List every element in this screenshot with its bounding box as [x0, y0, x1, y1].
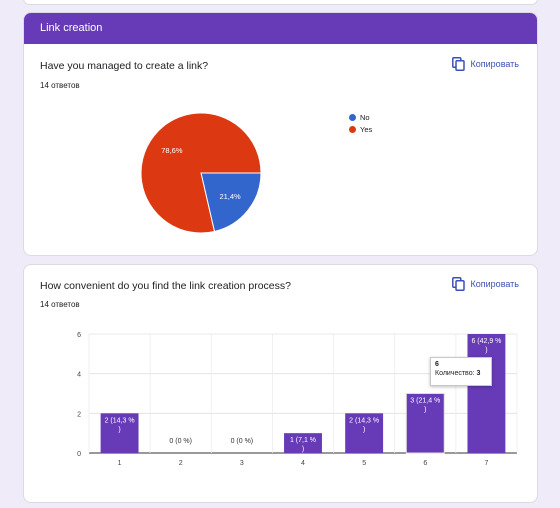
bar-5[interactable] [345, 413, 384, 453]
response-count: 14 ответов [40, 81, 80, 90]
copy-icon [451, 57, 465, 71]
x-tick-label: 2 [179, 460, 183, 467]
bar-label-3: 0 (0 %) [231, 438, 254, 445]
legend-item-no[interactable]: No [349, 111, 372, 124]
legend-swatch-no [349, 113, 356, 121]
response-count: 14 ответов [40, 300, 80, 309]
legend-swatch-yes [349, 126, 356, 134]
x-tick-label: 7 [484, 460, 488, 467]
bar-chart: 0 2 4 6 2 (14,3 %) 1 0 (0 %) 2 0 (0 %) 3 1 (7,1 %)… [77, 332, 518, 467]
section-header: Link creation [24, 13, 537, 44]
pie-chart: 21,4% 78,6% [140, 112, 262, 234]
pie-label-yes: 78,6% [161, 146, 183, 155]
x-tick-label: 1 [118, 460, 122, 467]
y-tick-label: 2 [77, 411, 81, 418]
pie-slice-no[interactable] [200, 172, 262, 233]
legend-label-yes: Yes [360, 125, 373, 135]
pie-slice-yes[interactable] [140, 112, 262, 234]
x-tick-label: 5 [362, 460, 366, 467]
bar-tooltip: 6 Количество: 3 [430, 357, 492, 386]
copy-label: Копировать [470, 279, 519, 289]
bar-7[interactable] [467, 334, 506, 453]
legend-item-yes[interactable]: Yes [349, 124, 372, 137]
copy-label: Копировать [470, 59, 519, 69]
copy-chart-button[interactable]: Копировать [451, 277, 519, 291]
tooltip-label: Количество: [435, 370, 475, 377]
previous-card-edge [23, 0, 538, 5]
y-tick-label: 0 [77, 451, 81, 458]
bar-label-1: 2 (14,3 %) [105, 417, 135, 433]
bar-label-5: 2 (14,3 %) [349, 417, 379, 433]
bar-label-6: 3 (21,4 %) [410, 398, 440, 414]
bar-6[interactable] [405, 393, 445, 454]
bar-label-4: 1 (7,1 %) [290, 437, 316, 453]
y-tick-label: 4 [77, 372, 81, 379]
copy-chart-button[interactable]: Копировать [451, 57, 519, 71]
pie-legend: No Yes [349, 111, 372, 136]
tooltip-value: 3 [476, 370, 481, 377]
x-tick-label: 6 [423, 460, 427, 467]
bar-1[interactable] [100, 413, 139, 453]
question-title: Have you managed to create a link? [40, 60, 209, 72]
question-title: How convenient do you find the link crea… [40, 280, 291, 292]
question-card-link-created: Link creation Have you managed to create… [23, 12, 538, 256]
question-card-convenience: How convenient do you find the link crea… [23, 264, 538, 503]
tooltip-title: 6 [435, 361, 439, 368]
copy-icon [451, 277, 465, 291]
bar-4[interactable] [284, 433, 322, 453]
x-tick-label: 3 [240, 460, 244, 467]
bar-label-7: 6 (42,9 %) [471, 338, 501, 354]
x-tick-label: 4 [301, 460, 305, 467]
pie-label-no: 21,4% [219, 192, 241, 201]
bar-label-2: 0 (0 %) [169, 438, 192, 445]
legend-label-no: No [360, 112, 370, 122]
y-tick-label: 6 [77, 332, 81, 339]
